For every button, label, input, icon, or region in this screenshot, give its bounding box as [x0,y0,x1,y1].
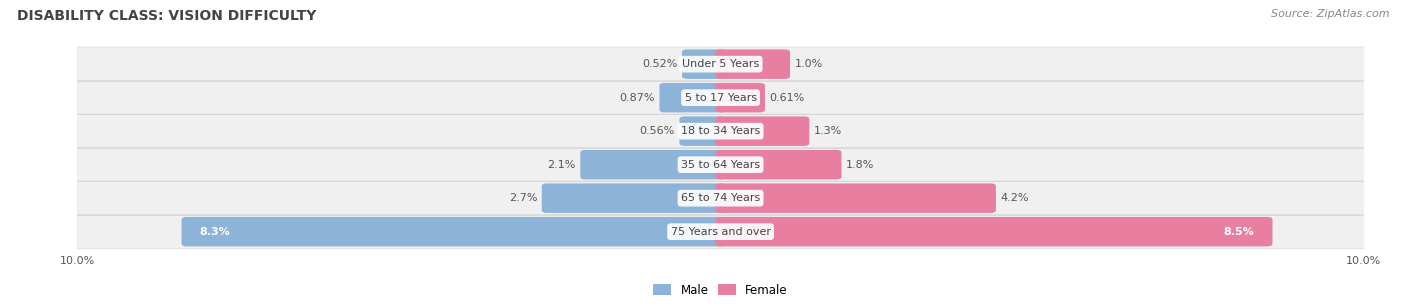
Text: 0.61%: 0.61% [769,93,804,103]
FancyBboxPatch shape [581,150,725,179]
FancyBboxPatch shape [659,83,725,113]
FancyBboxPatch shape [716,217,1272,246]
Text: 0.52%: 0.52% [643,59,678,69]
Text: 35 to 64 Years: 35 to 64 Years [681,160,761,170]
FancyBboxPatch shape [181,217,725,246]
Text: 8.5%: 8.5% [1223,227,1254,237]
FancyBboxPatch shape [541,183,725,213]
Text: 1.0%: 1.0% [794,59,823,69]
Legend: Male, Female: Male, Female [648,279,793,301]
FancyBboxPatch shape [716,150,842,179]
Text: 0.56%: 0.56% [640,126,675,136]
Text: 1.8%: 1.8% [846,160,875,170]
Text: 2.7%: 2.7% [509,193,537,203]
FancyBboxPatch shape [67,47,1374,81]
FancyBboxPatch shape [67,114,1374,148]
Text: 1.3%: 1.3% [814,126,842,136]
FancyBboxPatch shape [67,215,1374,249]
FancyBboxPatch shape [67,181,1374,215]
Text: 0.87%: 0.87% [620,93,655,103]
FancyBboxPatch shape [67,81,1374,115]
FancyBboxPatch shape [682,49,725,79]
Text: 5 to 17 Years: 5 to 17 Years [685,93,756,103]
Text: 8.3%: 8.3% [200,227,231,237]
Text: 2.1%: 2.1% [547,160,576,170]
FancyBboxPatch shape [679,117,725,146]
Text: DISABILITY CLASS: VISION DIFFICULTY: DISABILITY CLASS: VISION DIFFICULTY [17,9,316,23]
Text: 75 Years and over: 75 Years and over [671,227,770,237]
FancyBboxPatch shape [716,183,995,213]
Text: 18 to 34 Years: 18 to 34 Years [681,126,761,136]
FancyBboxPatch shape [67,148,1374,182]
Text: 65 to 74 Years: 65 to 74 Years [681,193,761,203]
FancyBboxPatch shape [716,83,765,113]
FancyBboxPatch shape [716,49,790,79]
Text: Source: ZipAtlas.com: Source: ZipAtlas.com [1271,9,1389,19]
Text: 4.2%: 4.2% [1001,193,1029,203]
FancyBboxPatch shape [716,117,810,146]
Text: Under 5 Years: Under 5 Years [682,59,759,69]
